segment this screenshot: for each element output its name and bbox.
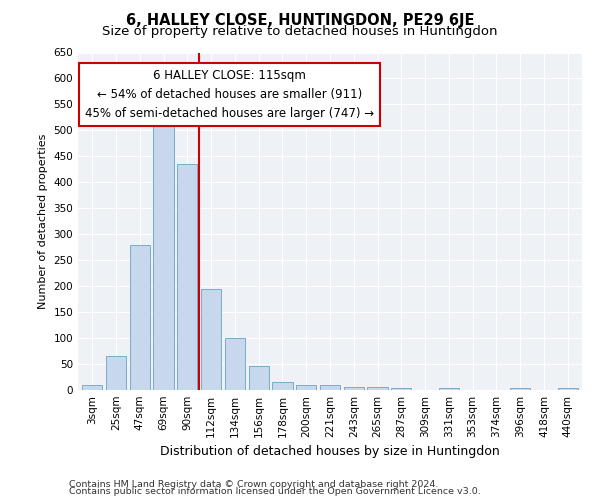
Bar [82, 385, 103, 390]
Text: 6 HALLEY CLOSE: 115sqm
← 54% of detached houses are smaller (911)
45% of semi-de: 6 HALLEY CLOSE: 115sqm ← 54% of detached… [85, 70, 374, 120]
Text: Size of property relative to detached houses in Huntingdon: Size of property relative to detached ho… [102, 25, 498, 38]
Bar [177, 164, 197, 390]
Text: 6, HALLEY CLOSE, HUNTINGDON, PE29 6JE: 6, HALLEY CLOSE, HUNTINGDON, PE29 6JE [126, 12, 474, 28]
Bar [320, 385, 340, 390]
Y-axis label: Number of detached properties: Number of detached properties [38, 134, 48, 309]
Bar [344, 388, 364, 390]
Text: Contains public sector information licensed under the Open Government Licence v3: Contains public sector information licen… [69, 487, 481, 496]
Bar [439, 388, 459, 390]
Text: Contains HM Land Registry data © Crown copyright and database right 2024.: Contains HM Land Registry data © Crown c… [69, 480, 439, 489]
Bar [130, 244, 150, 390]
Bar [272, 382, 293, 390]
Bar [106, 356, 126, 390]
Bar [367, 388, 388, 390]
Bar [201, 289, 221, 390]
Bar [557, 388, 578, 390]
Bar [225, 338, 245, 390]
Bar [391, 388, 412, 390]
Bar [248, 366, 269, 390]
Bar [154, 122, 173, 390]
X-axis label: Distribution of detached houses by size in Huntingdon: Distribution of detached houses by size … [160, 446, 500, 458]
Bar [296, 385, 316, 390]
Bar [510, 388, 530, 390]
